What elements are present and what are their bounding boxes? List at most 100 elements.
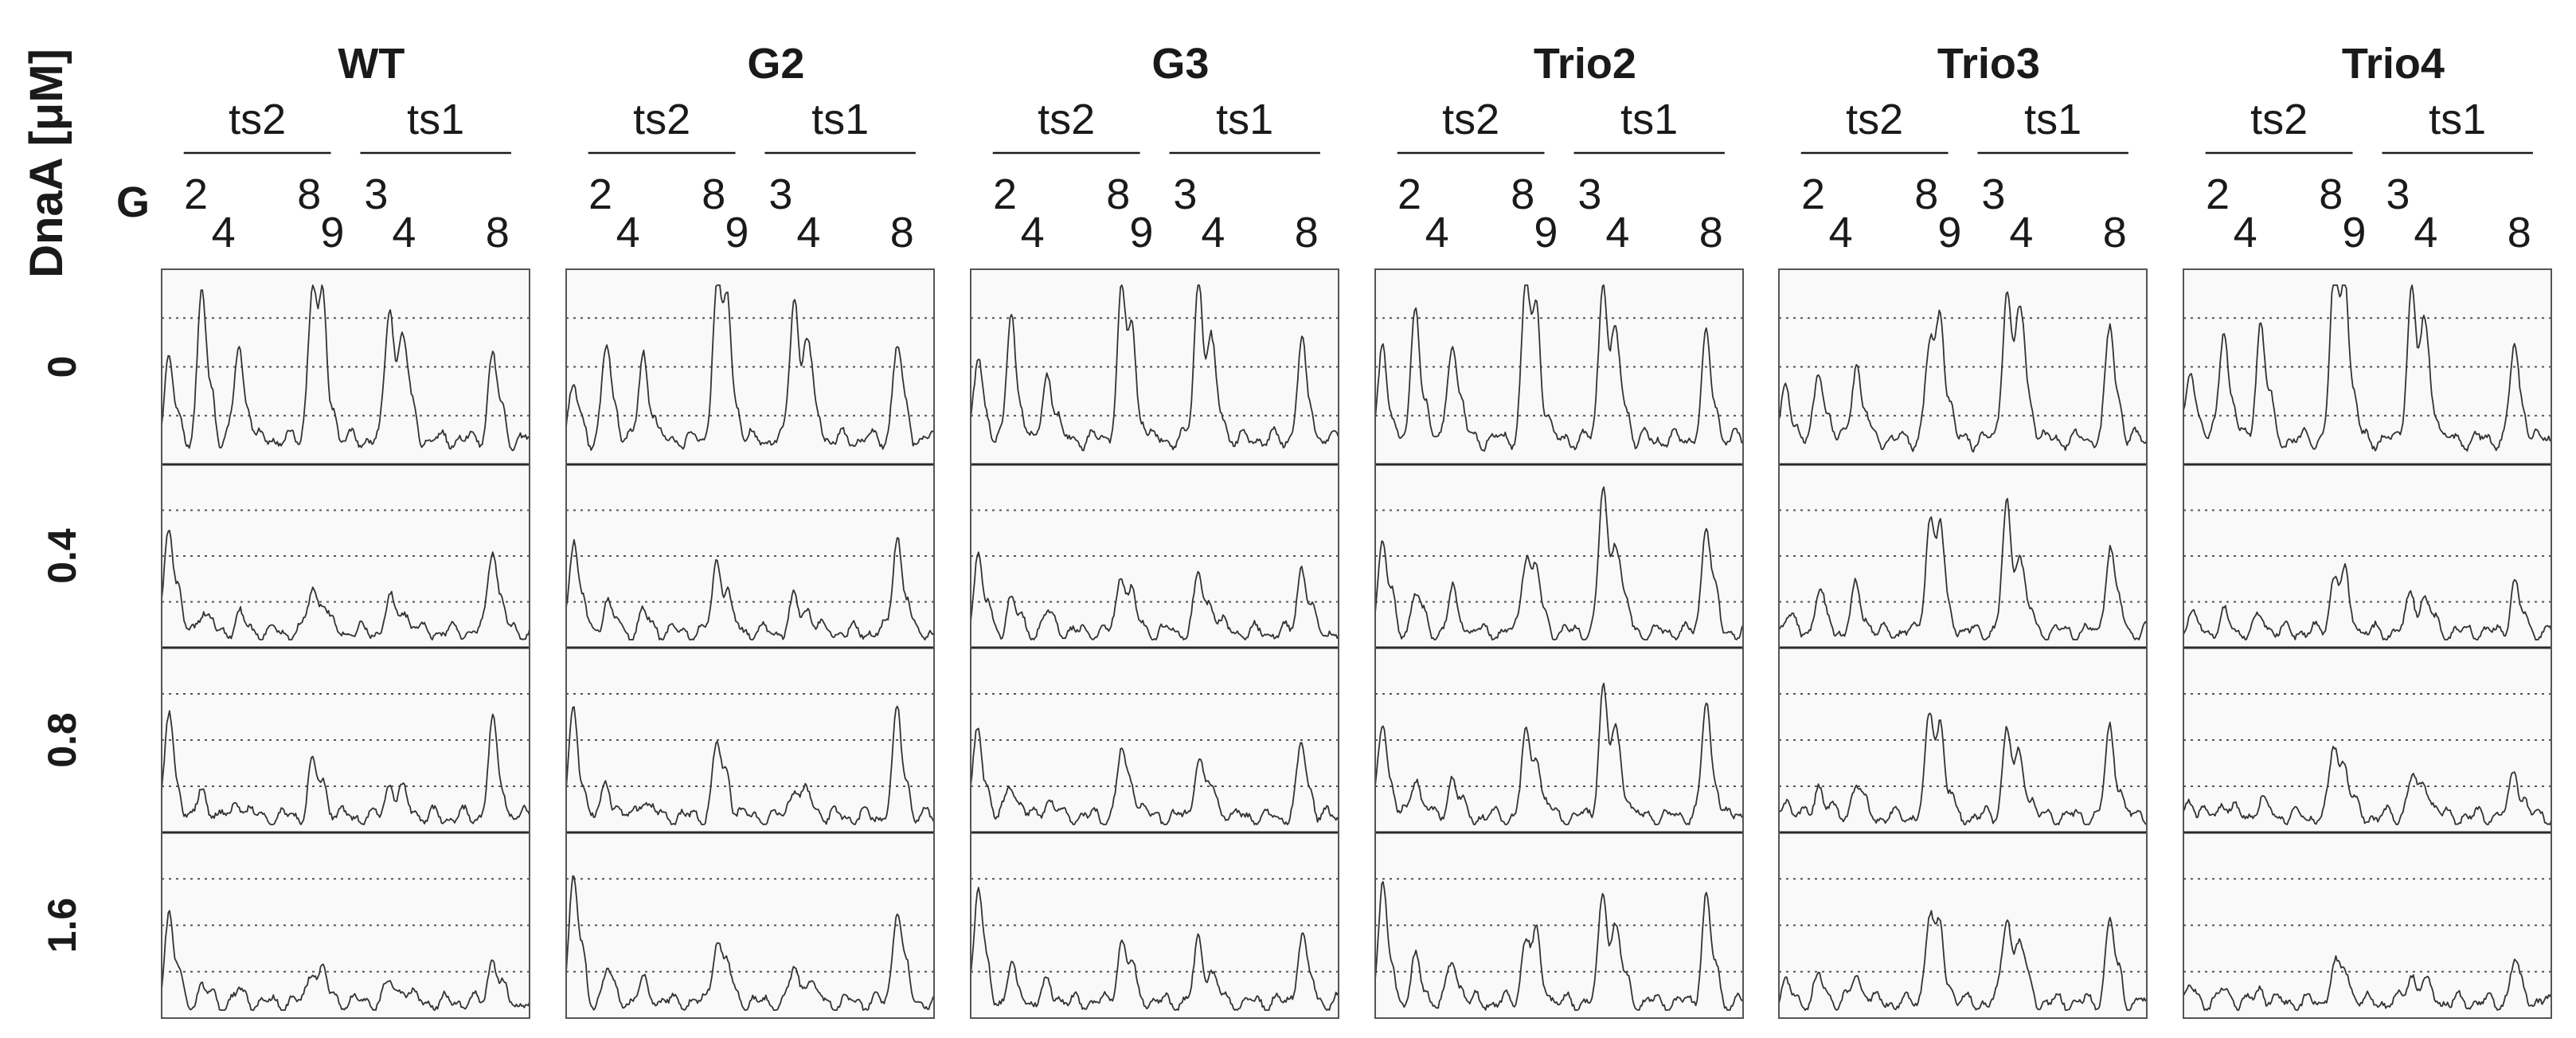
trace-g3-row-3 <box>970 727 1339 825</box>
strand-label-ts2: ts2 <box>1846 96 1903 143</box>
strand-label-ts2: ts2 <box>1038 96 1095 143</box>
site-label-2: 2 <box>2206 170 2230 218</box>
site-label-9: 9 <box>725 209 749 257</box>
site-label-8: 8 <box>1106 170 1130 218</box>
strand-label-ts1: ts1 <box>1620 96 1678 143</box>
trace-trio3-row-2 <box>1778 498 2148 640</box>
construct-title-trio2: Trio2 <box>1534 40 1636 88</box>
trace-g3-row-4 <box>970 887 1339 1011</box>
construct-title-trio4: Trio4 <box>2342 40 2445 88</box>
site-label-8: 8 <box>2103 209 2127 257</box>
trace-trio2-row-4 <box>1374 881 1744 1011</box>
strand-label-ts1: ts1 <box>407 96 464 143</box>
trace-g3-row-2 <box>970 551 1339 640</box>
trace-g3-row-1 <box>970 284 1339 452</box>
panel-background <box>162 269 530 1018</box>
site-label-3: 3 <box>364 170 388 218</box>
trace-wt-row-1 <box>161 284 530 452</box>
site-label-2: 2 <box>1397 170 1421 218</box>
site-label-4: 4 <box>1021 209 1045 257</box>
trace-g2-row-4 <box>565 875 935 1011</box>
panel-background <box>1375 269 1743 1018</box>
trace-g2-row-3 <box>565 705 935 825</box>
site-label-3: 3 <box>1173 170 1197 218</box>
strand-label-ts2: ts2 <box>2250 96 2308 143</box>
construct-title-trio3: Trio3 <box>1937 40 2040 88</box>
dnaa-conc-label-1-6: 1.6 <box>40 898 84 954</box>
construct-title-wt: WT <box>338 40 405 88</box>
trace-wt-row-2 <box>161 529 530 640</box>
strand-label-ts1: ts1 <box>2024 96 2082 143</box>
site-label-9: 9 <box>1937 209 1961 257</box>
site-label-3: 3 <box>1981 170 2005 218</box>
construct-title-g2: G2 <box>747 40 804 88</box>
panel-frame <box>2183 268 2552 1019</box>
site-label-4: 4 <box>2009 209 2033 257</box>
panel-background <box>566 269 934 1018</box>
site-label-3: 3 <box>1577 170 1601 218</box>
panel-frame <box>970 268 1339 1019</box>
trace-trio2-row-1 <box>1374 284 1744 452</box>
strand-label-ts1: ts1 <box>2429 96 2486 143</box>
site-label-4: 4 <box>1201 209 1225 257</box>
y-axis-label: DnaA [μM] <box>21 49 72 278</box>
trace-trio3-row-4 <box>1778 910 2148 1011</box>
site-label-2: 2 <box>1801 170 1825 218</box>
trace-trio3-row-3 <box>1778 712 2148 825</box>
site-label-8: 8 <box>297 170 321 218</box>
panel-background <box>2183 269 2551 1018</box>
trace-g2-row-1 <box>565 284 935 451</box>
strand-label-ts2: ts2 <box>1442 96 1499 143</box>
trace-trio4-row-2 <box>2183 562 2552 640</box>
site-label-8: 8 <box>1295 209 1319 257</box>
panel-frame <box>565 268 935 1019</box>
site-label-8: 8 <box>1511 170 1534 218</box>
site-label-2: 2 <box>588 170 612 218</box>
strand-label-ts2: ts2 <box>633 96 690 143</box>
site-label-8: 8 <box>2508 209 2531 257</box>
trace-wt-row-3 <box>161 710 530 825</box>
site-label-4: 4 <box>1605 209 1629 257</box>
site-label-4: 4 <box>616 209 640 257</box>
site-label-4: 4 <box>1425 209 1449 257</box>
trace-trio2-row-3 <box>1374 683 1744 825</box>
strand-label-ts1: ts1 <box>811 96 869 143</box>
trace-trio3-row-1 <box>1778 291 2148 453</box>
panel-frame <box>1374 268 1744 1019</box>
dnaa-conc-label-0: 0 <box>40 356 84 378</box>
dnaa-conc-label-0-4: 0.4 <box>40 528 84 584</box>
panel-background <box>1779 269 2147 1018</box>
site-label-4: 4 <box>2234 209 2257 257</box>
panel-frame <box>1778 268 2148 1019</box>
trace-trio4-row-1 <box>2183 284 2552 452</box>
site-label-8: 8 <box>702 170 725 218</box>
site-label-4: 4 <box>1829 209 1853 257</box>
trace-trio4-row-4 <box>2183 955 2552 1011</box>
site-label-8: 8 <box>1914 170 1938 218</box>
site-label-9: 9 <box>1534 209 1558 257</box>
site-label-8: 8 <box>2319 170 2343 218</box>
dnaa-concentration-labels: 0 0.4 0.8 1.6 <box>40 356 84 954</box>
site-label-9: 9 <box>320 209 344 257</box>
site-label-3: 3 <box>2386 170 2410 218</box>
site-label-2: 2 <box>993 170 1017 218</box>
site-label-4: 4 <box>392 209 416 257</box>
site-label-4: 4 <box>2414 209 2437 257</box>
site-label-8: 8 <box>486 209 510 257</box>
trace-g2-row-2 <box>565 537 935 640</box>
site-label-2: 2 <box>184 170 208 218</box>
trace-wt-row-4 <box>161 910 530 1011</box>
site-label-9: 9 <box>2342 209 2366 257</box>
trace-trio2-row-2 <box>1374 486 1744 640</box>
site-label-8: 8 <box>1699 209 1723 257</box>
dnaa-conc-label-0-8: 0.8 <box>40 712 84 768</box>
trace-trio4-row-3 <box>2183 746 2552 825</box>
